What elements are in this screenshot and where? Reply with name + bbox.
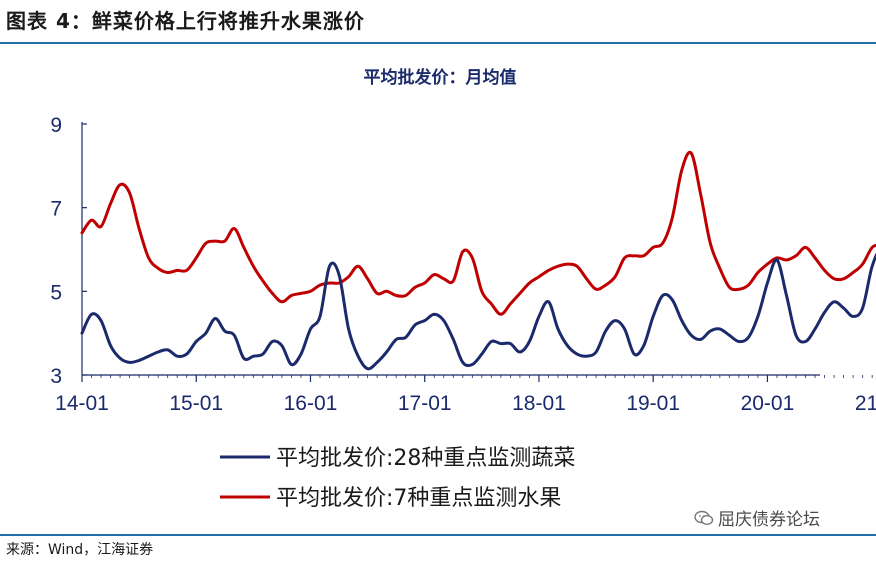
fruit-series-line <box>80 150 876 316</box>
chart-area: 平均批发价：月均值 3 5 7 9 14-01 15-01 16-01 17-01 18-01 1… <box>50 67 876 511</box>
x-tick-label: 18-01 <box>512 392 566 415</box>
y-tick-label: 3 <box>50 365 62 388</box>
x-tick-label: 14-01 <box>55 392 109 415</box>
y-tick-label: 9 <box>50 114 62 137</box>
x-tick-label: 19-01 <box>626 392 680 415</box>
y-tick-label: 7 <box>50 198 62 221</box>
x-tick-label: 21-01 <box>855 392 876 415</box>
wechat-icon <box>694 510 714 526</box>
figure-title: 图表 4：鲜菜价格上行将推升水果涨价 <box>6 9 365 33</box>
title-rule <box>0 42 876 44</box>
watermark: 屈庆债券论坛 <box>694 508 820 532</box>
series-layer <box>80 150 876 371</box>
x-tick-label: 16-01 <box>284 392 338 415</box>
axes: 3 5 7 9 14-01 15-01 16-01 17-01 18-01 19-01 20-01 2… <box>50 114 876 415</box>
footer-rule <box>0 534 876 536</box>
x-tick-label: 20-01 <box>741 392 795 415</box>
source-note: 来源：Wind，江海证券 <box>6 542 154 558</box>
y-tick-label: 5 <box>50 281 62 304</box>
x-tick-label: 15-01 <box>169 392 223 415</box>
watermark-text: 屈庆债券论坛 <box>718 510 820 530</box>
x-tick-label: 17-01 <box>398 392 452 415</box>
vegetable-series-line <box>80 252 876 371</box>
chart-title: 平均批发价：月均值 <box>364 67 517 88</box>
legend-label: 平均批发价:7种重点监测水果 <box>276 486 561 511</box>
legend-label: 平均批发价:28种重点监测蔬菜 <box>276 446 575 471</box>
